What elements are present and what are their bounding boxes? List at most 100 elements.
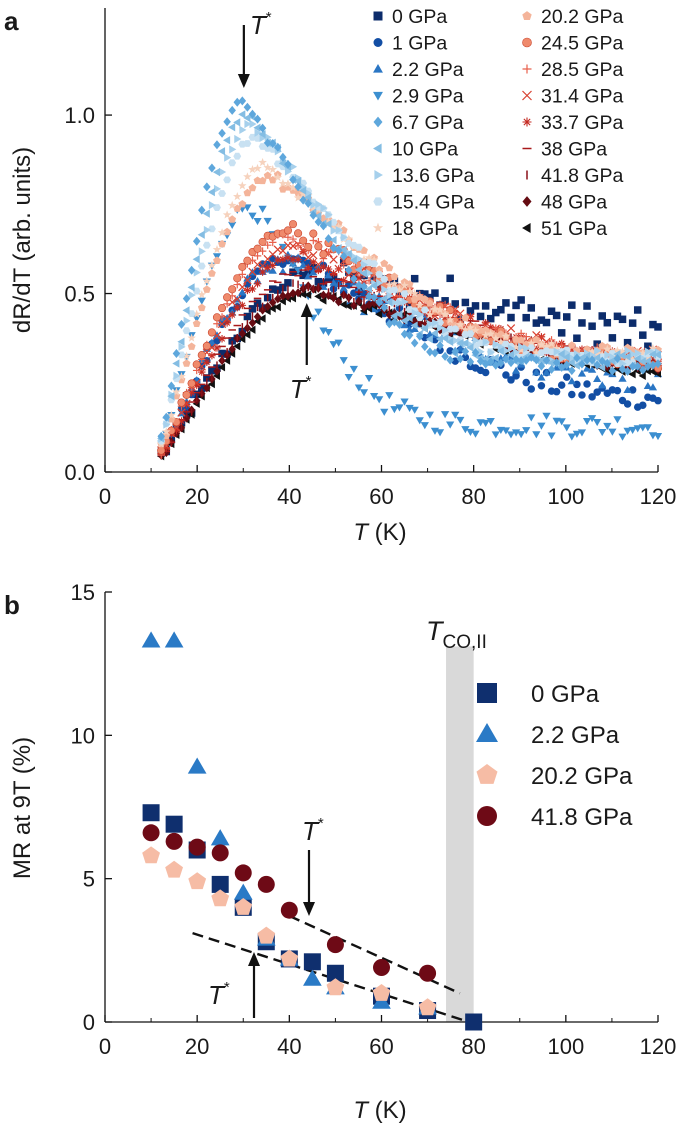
data-point: [481, 419, 490, 428]
data-point: [355, 280, 363, 290]
data-point: [653, 350, 661, 359]
data-point: [329, 223, 338, 232]
data-point: [486, 357, 495, 367]
data-point: [476, 326, 485, 334]
data-point: [547, 432, 556, 440]
data-point: [167, 391, 175, 401]
data-point: [386, 291, 394, 300]
tstar-arrow-b-bottom: [248, 952, 260, 1018]
data-point: [309, 204, 318, 213]
data-point: [192, 255, 200, 264]
data-point: [593, 374, 602, 383]
data-point: [624, 346, 632, 355]
data-point: [425, 310, 435, 319]
data-point: [486, 314, 495, 323]
data-point: [253, 252, 262, 260]
data-point: [552, 358, 561, 368]
data-point: [593, 388, 601, 396]
data-point: [461, 298, 470, 307]
legend-a: 0 GPa 1 GPa 2.2 GPa 2.9 GPa 6.7 GPa 10 GPa 13.…: [372, 6, 624, 240]
data-point: [643, 381, 652, 390]
series-10-gpa: [157, 110, 661, 443]
data-point: [598, 428, 607, 437]
data-point: [177, 319, 186, 329]
data-point: [355, 296, 363, 306]
data-point: [203, 225, 211, 235]
data-point: [314, 277, 323, 286]
data-point: [294, 288, 302, 298]
data-point: [324, 265, 333, 273]
data-point: [421, 342, 429, 352]
data-point: [418, 998, 437, 1016]
data-point: [618, 347, 627, 356]
data-point: [208, 351, 216, 360]
series-6.7-gpa: [157, 96, 662, 441]
data-point: [542, 412, 551, 420]
legend-marker: [373, 38, 383, 47]
data-point: [573, 353, 581, 363]
data-point: [354, 384, 364, 392]
legend-label: 2.2 GPa: [392, 59, 464, 81]
x-axis-label-a: T (K): [353, 519, 406, 546]
data-point: [177, 372, 186, 381]
data-point: [284, 233, 292, 242]
data-point: [486, 329, 495, 338]
data-point: [507, 313, 515, 322]
data-point: [183, 316, 191, 325]
data-point: [218, 304, 227, 313]
data-point: [442, 326, 450, 335]
data-point: [426, 347, 434, 357]
data-point: [294, 229, 303, 238]
arrow-head: [248, 952, 260, 966]
data-point: [234, 898, 253, 915]
data-point: [202, 241, 211, 249]
data-point: [253, 280, 262, 288]
data-point: [552, 311, 561, 320]
data-point: [425, 411, 435, 419]
data-point: [537, 361, 546, 371]
data-point: [376, 278, 384, 288]
data-point: [258, 205, 267, 213]
data-point: [638, 357, 646, 366]
legend-item: 18 GPa: [372, 218, 458, 240]
data-point: [223, 117, 231, 127]
data-point: [293, 267, 303, 275]
data-point: [309, 268, 318, 276]
data-point: [421, 290, 429, 298]
data-point: [501, 427, 511, 435]
data-point: [207, 260, 217, 269]
legend-marker: [477, 806, 497, 826]
data-point: [244, 119, 252, 129]
legend-marker: [522, 223, 531, 233]
data-point: [334, 339, 343, 347]
data-point: [213, 366, 221, 376]
legend-label: 31.4 GPa: [541, 86, 624, 108]
data-point: [405, 313, 413, 323]
data-point: [628, 426, 637, 434]
data-point: [334, 264, 343, 274]
data-point: [290, 162, 298, 171]
data-point: [227, 200, 237, 210]
data-point: [573, 334, 581, 342]
data-point: [628, 361, 637, 371]
data-point: [177, 398, 186, 407]
data-point: [603, 422, 612, 431]
data-point: [293, 193, 303, 202]
data-point: [284, 167, 293, 176]
data-point: [628, 354, 637, 363]
data-point: [451, 346, 459, 356]
data-point: [238, 301, 247, 310]
data-point: [405, 280, 414, 288]
data-point: [238, 110, 246, 119]
data-point: [253, 114, 262, 124]
data-point: [283, 179, 293, 188]
data-point: [608, 428, 617, 436]
data-point: [587, 347, 597, 356]
data-point: [309, 250, 318, 260]
data-point: [253, 123, 261, 132]
data-point: [643, 354, 653, 363]
data-point: [314, 266, 323, 275]
data-point: [254, 128, 262, 137]
data-point: [512, 301, 520, 310]
legend-label: 2.2 GPa: [531, 722, 620, 749]
